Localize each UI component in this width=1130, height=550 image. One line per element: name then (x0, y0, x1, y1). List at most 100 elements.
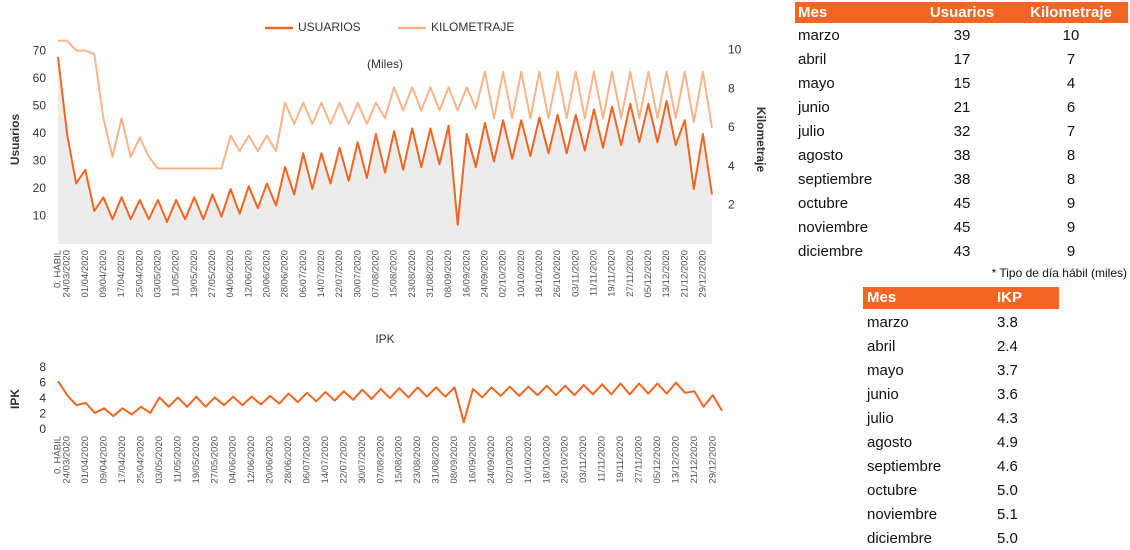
table-cell: 21 (953, 99, 971, 116)
x-tick-label: 04/06/2020 (228, 436, 239, 484)
y-tick-label: 20 (33, 181, 47, 195)
y2-axis-label: Kilometraje (754, 107, 768, 173)
x-tick-label: 24/09/2020 (479, 250, 490, 298)
x-tick-label: 15/08/2020 (389, 250, 400, 298)
y-tick-label: 4 (39, 391, 46, 405)
x-tick-label: 07/08/2020 (375, 436, 386, 484)
x-tick-label: 22/07/2020 (338, 436, 349, 484)
x-tick-label: 25/04/2020 (134, 250, 145, 298)
x-tick-label: 23/08/2020 (412, 436, 423, 484)
x-tick-label: 07/08/2020 (370, 250, 381, 298)
table-cell: 8 (1066, 171, 1076, 188)
chart-title: IPK (375, 332, 394, 346)
x-tick-label: 02/10/2020 (498, 250, 509, 298)
table-cell: julio (867, 410, 894, 427)
table-cell: 7 (1066, 51, 1076, 68)
x-tick-label: 11/11/2020 (588, 250, 599, 296)
x-tick-label: 30/07/2020 (352, 250, 363, 298)
x-tick-label: 08/09/2020 (449, 436, 460, 484)
table-cell: 5.0 (997, 530, 1018, 547)
table-cell: agosto (798, 147, 844, 164)
table-cell: junio (867, 386, 899, 403)
series-line (58, 39, 713, 170)
y2-tick-label: 8 (728, 81, 735, 95)
x-tick-label: 09/04/2020 (99, 436, 110, 484)
table-cell: abril (867, 338, 896, 355)
table-cell: 10 (1062, 27, 1080, 44)
x-tick-label: 29/12/2020 (707, 436, 718, 484)
x-tick-label: 12/06/2020 (243, 250, 254, 298)
x-tick-label: 31/08/2020 (431, 436, 442, 484)
x-tick-label: 30/07/2020 (357, 436, 368, 484)
x-tick-label: 03/05/2020 (154, 436, 165, 484)
x-tick-label: 22/07/2020 (334, 250, 345, 298)
table-cell: noviembre (798, 219, 869, 236)
x-tick-label: 01/04/2020 (80, 436, 91, 484)
x-tick-label: 20/06/2020 (261, 250, 272, 298)
y-tick-label: 2 (39, 407, 46, 421)
x-tick-label: 23/08/2020 (407, 250, 418, 298)
table-cell: 32 (953, 123, 971, 140)
table-cell: 6 (1066, 99, 1076, 116)
x-tick-label: 16/09/2020 (461, 250, 472, 298)
table-cell: 4.6 (997, 458, 1018, 475)
x-tick-label: 11/05/2020 (171, 250, 182, 297)
table-cell: 43 (953, 243, 971, 260)
table-cell: agosto (867, 434, 913, 451)
chart-title: (Miles) (367, 57, 403, 71)
x-tick-label: 03/11/2020 (578, 436, 589, 483)
y2-tick-label: 10 (728, 43, 742, 57)
header-cell: IKP (997, 289, 1023, 306)
area-fill (58, 57, 712, 244)
table-cell: 5.0 (997, 482, 1018, 499)
y-tick-label: 8 (39, 360, 46, 374)
header-cell: Mes (798, 4, 828, 21)
y2-tick-label: 4 (728, 159, 735, 173)
x-tick-label: 21/12/2020 (679, 250, 690, 298)
x-tick-label: 27/05/2020 (209, 436, 220, 484)
table-cell: 9 (1066, 195, 1076, 212)
table-cell: 7 (1066, 123, 1076, 140)
legend-label: KILOMETRAJE (431, 20, 514, 34)
x-tick-label: 18/10/2020 (534, 250, 545, 298)
table-cell: 8 (1066, 147, 1076, 164)
table-cell: 45 (953, 219, 971, 236)
x-tick-label: 11/11/2020 (597, 436, 608, 482)
x-tick-label: 27/05/2020 (207, 250, 218, 298)
table-cell: 15 (953, 75, 971, 92)
table-cell: marzo (798, 27, 840, 44)
table-cell: 4.9 (997, 434, 1018, 451)
table-note: * Tipo de día hábil (miles) (991, 266, 1127, 280)
y-tick-label: 50 (33, 99, 47, 113)
series-line (57, 56, 713, 226)
x-tick-label: 13/12/2020 (670, 436, 681, 484)
table-cell: 9 (1066, 219, 1076, 236)
y2-tick-label: 2 (728, 197, 735, 211)
y-tick-label: 60 (33, 71, 47, 85)
table-cell: 2.4 (997, 338, 1018, 355)
x-tick-label: 05/12/2020 (643, 250, 654, 298)
x-tick-label: 14/07/2020 (320, 436, 331, 484)
x-tick-label: 02/10/2020 (504, 436, 515, 484)
x-tick-label: 13/12/2020 (661, 250, 672, 298)
series-line (57, 380, 723, 424)
table-cell: septiembre (798, 171, 873, 188)
x-tick-label: 25/04/2020 (136, 436, 147, 484)
table-cell: junio (798, 99, 830, 116)
x-tick-label: 19/11/2020 (607, 250, 618, 297)
x-tick-label: 29/12/2020 (697, 250, 708, 298)
table-cell: mayo (867, 362, 904, 379)
table-cell: 4 (1066, 75, 1076, 92)
x-tick-label: 0. HÁBIL (53, 250, 64, 288)
table-header-bg (795, 2, 1128, 23)
x-tick-label: 28/06/2020 (283, 436, 294, 484)
table-header-bg (863, 287, 1059, 309)
table-cell: 5.1 (997, 506, 1018, 523)
y-tick-label: 40 (33, 126, 47, 140)
y-axis-label: Usuarios (8, 114, 22, 166)
header-cell: Usuarios (929, 4, 995, 21)
x-tick-label: 24/03/2020 (62, 250, 73, 298)
x-tick-label: 24/09/2020 (486, 436, 497, 484)
x-tick-label: 28/06/2020 (280, 250, 291, 298)
y2-tick-label: 6 (728, 120, 735, 134)
